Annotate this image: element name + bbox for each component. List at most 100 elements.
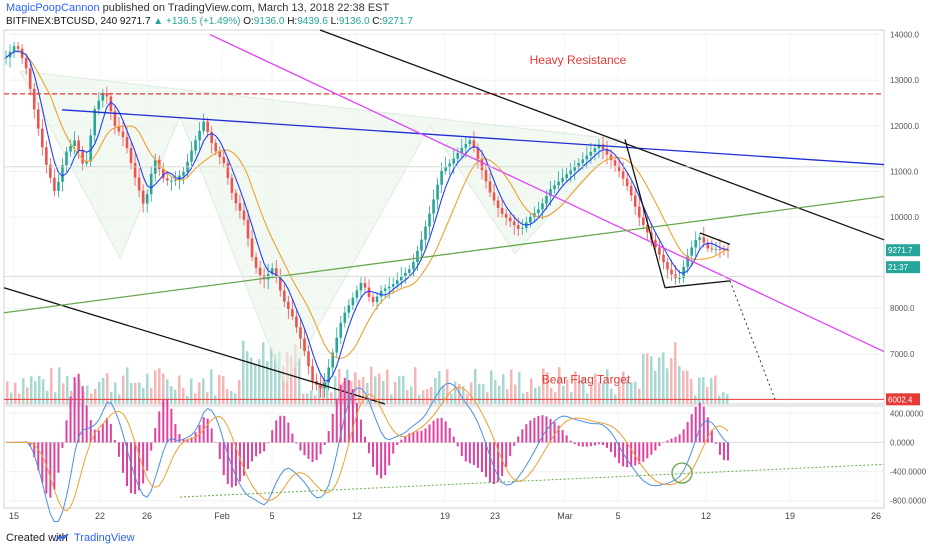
macd-histogram-bar	[150, 442, 153, 451]
macd-histogram-bar	[190, 437, 193, 443]
pattern-shading	[19, 70, 622, 387]
candle-body	[520, 227, 524, 229]
volume-bar	[194, 393, 197, 404]
candle-body	[545, 196, 548, 204]
symbol-label[interactable]: BITFINEX:BTCUSD, 240	[6, 16, 118, 27]
volume-bar	[186, 395, 189, 404]
price-tick-label: 12000.0	[890, 122, 919, 131]
volume-bar	[626, 379, 629, 404]
volume-bar	[110, 391, 113, 404]
candle-body	[238, 203, 242, 211]
candle-body	[234, 192, 238, 204]
volume-bar	[670, 358, 673, 404]
macd-histogram-bar	[396, 442, 399, 446]
macd-histogram-bar	[335, 398, 338, 443]
macd-histogram-bar	[400, 439, 403, 443]
volume-bar	[294, 344, 297, 404]
candle-body	[367, 287, 371, 297]
volume-bar	[410, 386, 413, 404]
macd-histogram-bar	[654, 442, 657, 451]
volume-bar	[378, 373, 381, 404]
volume-bar	[226, 389, 229, 404]
ohlc-line: BITFINEX:BTCUSD, 240 9271.7 ▲ +136.5 (+1…	[6, 16, 413, 27]
time-tick-label: 19	[440, 511, 450, 521]
volume-bar	[322, 379, 325, 404]
candle-body	[246, 219, 250, 239]
macd-histogram-bar	[259, 442, 262, 454]
volume-bar	[494, 379, 497, 404]
macd-histogram-bar	[73, 377, 76, 443]
candle-body	[537, 209, 540, 214]
candle-body	[533, 213, 536, 217]
macd-histogram-bar	[690, 414, 693, 443]
macd-histogram-bar	[593, 442, 596, 446]
macd-histogram-bar	[303, 442, 306, 456]
high-label: H:	[287, 16, 298, 27]
volume-bar	[458, 383, 461, 404]
macd-histogram-bar	[178, 434, 181, 443]
volume-bar	[690, 378, 693, 404]
candle-body	[718, 248, 722, 250]
volume-bar	[530, 378, 533, 404]
macd-histogram-bar	[275, 420, 278, 443]
volume-bar	[326, 380, 329, 404]
candle-body	[690, 247, 693, 256]
candle-body	[557, 181, 560, 186]
volume-bar	[538, 386, 541, 404]
volume-bar	[722, 392, 725, 404]
author-link[interactable]: MagicPoopCannon	[6, 2, 100, 14]
candle-body	[141, 190, 145, 204]
macd-histogram-bar	[311, 442, 314, 463]
macd-histogram-bar	[718, 442, 721, 455]
macd-histogram-bar	[242, 442, 245, 476]
volume-bar	[350, 381, 353, 404]
candle-body	[258, 267, 262, 276]
last-price-tag: 9271.7	[888, 246, 913, 255]
volume-bar	[34, 381, 37, 404]
candle-body	[549, 189, 552, 197]
macd-line	[6, 382, 729, 523]
volume-bar	[266, 361, 269, 404]
macd-histogram-bar	[134, 442, 137, 494]
volume-bar	[514, 384, 517, 404]
candle-body	[41, 128, 44, 148]
macd-histogram-bar	[420, 430, 423, 443]
macd-histogram-bar	[674, 436, 677, 443]
candle-body	[456, 153, 460, 159]
volume-bar	[450, 393, 453, 404]
macd-histogram-bar	[315, 442, 318, 461]
macd-histogram-bar	[678, 434, 681, 443]
macd-histogram-bar	[626, 442, 629, 468]
volume-bar	[178, 375, 181, 404]
macd-histogram-bar	[343, 377, 346, 443]
price-tick-label: 8000.0	[890, 304, 915, 313]
candle-body	[85, 161, 88, 164]
volume-bar	[222, 376, 225, 404]
macd-tick-label: 400.0000	[890, 409, 924, 418]
macd-histogram-bar	[444, 421, 447, 443]
macd-highlight-circle	[671, 462, 693, 484]
volume-bar	[374, 376, 377, 404]
volume-bar	[346, 369, 349, 404]
macd-histogram-bar	[517, 436, 520, 443]
price-chart[interactable]: 14000.0 13000.0 12000.0 11000.0 10000.0 8000.…	[0, 0, 932, 528]
volume-bar	[402, 375, 405, 404]
volume-bar	[474, 368, 477, 404]
slow-moving-average	[5, 50, 729, 359]
candle-body	[218, 151, 222, 157]
volume-bar	[422, 390, 425, 404]
macd-histogram-bar	[392, 442, 395, 454]
volume-bar	[506, 389, 509, 404]
volume-bar	[58, 367, 61, 404]
candle-body	[637, 206, 641, 218]
time-tick-label: 26	[871, 511, 881, 521]
tradingview-brand[interactable]: TradingView	[74, 532, 135, 544]
macd-histogram-bar	[569, 440, 572, 443]
candle-body	[686, 255, 689, 267]
candle-body	[496, 200, 500, 208]
volume-bar	[678, 365, 681, 404]
volume-bar	[102, 377, 105, 404]
volume-bar	[278, 351, 281, 404]
macd-histogram-bar	[113, 439, 116, 443]
price-tick-label: 10000.0	[890, 213, 919, 222]
